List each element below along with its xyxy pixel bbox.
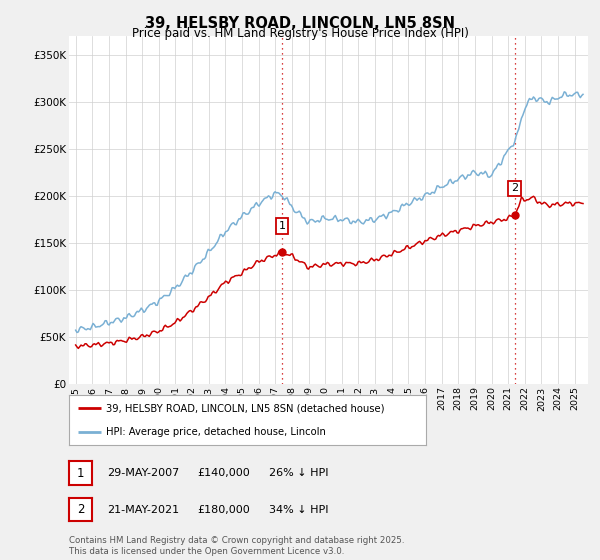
Text: 39, HELSBY ROAD, LINCOLN, LN5 8SN: 39, HELSBY ROAD, LINCOLN, LN5 8SN bbox=[145, 16, 455, 31]
Text: £140,000: £140,000 bbox=[197, 468, 250, 478]
Text: 29-MAY-2007: 29-MAY-2007 bbox=[107, 468, 179, 478]
Text: £180,000: £180,000 bbox=[197, 505, 250, 515]
Text: 2: 2 bbox=[511, 184, 518, 193]
Text: 21-MAY-2021: 21-MAY-2021 bbox=[107, 505, 179, 515]
Text: 39, HELSBY ROAD, LINCOLN, LN5 8SN (detached house): 39, HELSBY ROAD, LINCOLN, LN5 8SN (detac… bbox=[106, 403, 385, 413]
Text: 1: 1 bbox=[278, 221, 286, 231]
Text: 34% ↓ HPI: 34% ↓ HPI bbox=[269, 505, 328, 515]
Text: 1: 1 bbox=[77, 466, 84, 480]
Text: 26% ↓ HPI: 26% ↓ HPI bbox=[269, 468, 328, 478]
Text: Price paid vs. HM Land Registry's House Price Index (HPI): Price paid vs. HM Land Registry's House … bbox=[131, 27, 469, 40]
Text: Contains HM Land Registry data © Crown copyright and database right 2025.
This d: Contains HM Land Registry data © Crown c… bbox=[69, 536, 404, 556]
Text: 2: 2 bbox=[77, 503, 84, 516]
Text: HPI: Average price, detached house, Lincoln: HPI: Average price, detached house, Linc… bbox=[106, 427, 326, 437]
